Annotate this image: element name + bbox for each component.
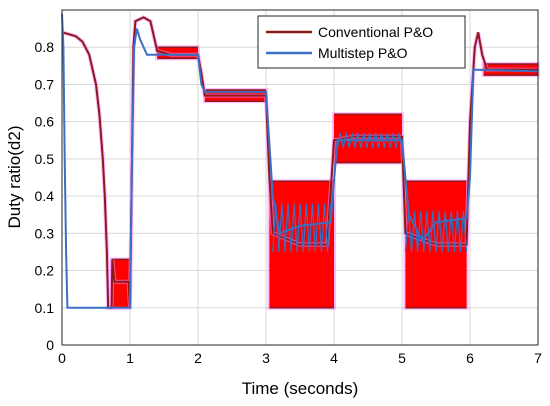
y-tick-label: 0.6 [35,114,55,130]
y-tick-label: 0.7 [35,76,55,92]
legend-label-conventional: Conventional P&O [318,24,433,40]
x-tick-label: 3 [262,350,270,366]
legend-box [257,15,466,69]
multistep-series-line [61,13,539,309]
y-tick-label: 0.5 [35,151,55,167]
y-tick-label: 0.8 [35,39,55,55]
multistep-oscillation [404,210,468,252]
multistep-oscillation [336,132,403,148]
y-tick-label: 0.2 [35,263,55,279]
series-layer [61,13,540,310]
x-axis-label: Time (seconds) [242,379,359,398]
y-axis-label: Duty ratio(d2) [5,126,24,229]
y-tick-label: 0.1 [35,300,55,316]
y-tick-label: 0.4 [35,188,55,204]
x-tick-label: 0 [58,350,66,366]
x-tick-label: 5 [398,350,406,366]
x-tick-label: 1 [126,350,134,366]
legend-label-multistep: Multistep P&O [318,45,408,61]
y-tick-label: 0 [46,337,54,353]
x-tick-label: 7 [534,350,542,366]
x-tick-label: 2 [194,350,202,366]
legend: Conventional P&O Multistep P&O [257,15,466,69]
multistep-oscillation [272,203,332,252]
tick-labels: 0 1 2 3 4 5 6 7 0 0.1 0.2 0.3 0.4 0.5 0.6 0.7 0.8 [35,39,543,366]
plot-frame [61,9,539,346]
y-tick-label: 0.3 [35,225,55,241]
x-tick-label: 4 [330,350,338,366]
x-tick-label: 6 [466,350,474,366]
